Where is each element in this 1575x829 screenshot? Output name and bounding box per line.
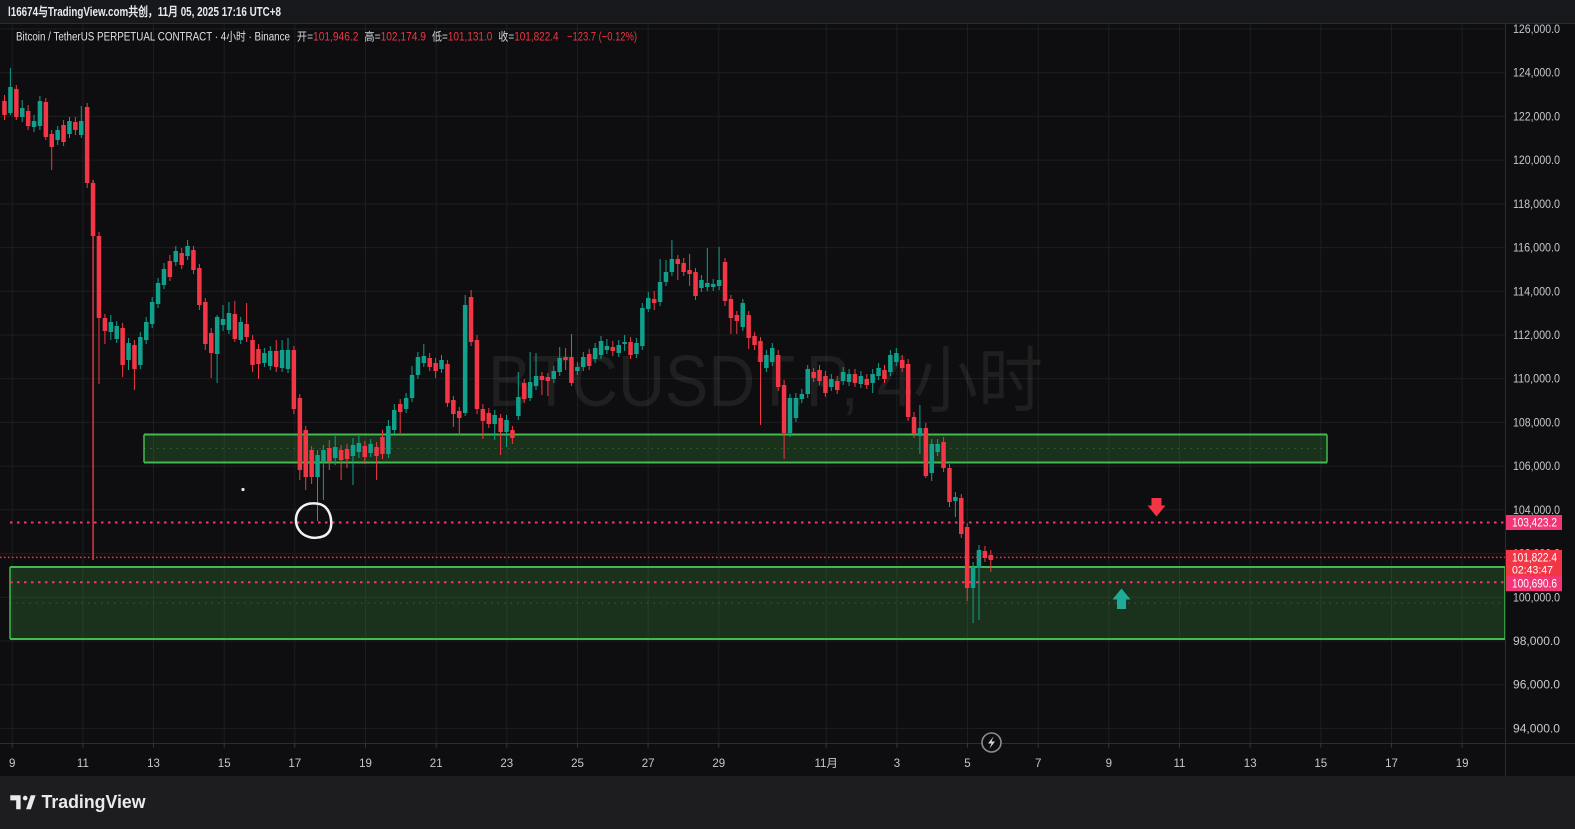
svg-text:101,822.4: 101,822.4 — [1512, 552, 1558, 564]
svg-text:3: 3 — [894, 758, 900, 770]
svg-text:29: 29 — [712, 758, 725, 770]
svg-text:低=101,131.0: 低=101,131.0 — [432, 31, 492, 44]
svg-text:19: 19 — [1456, 758, 1469, 770]
svg-text:103,423.2: 103,423.2 — [1512, 518, 1557, 530]
svg-text:7: 7 — [1035, 758, 1041, 770]
svg-text:高=102,174.9: 高=102,174.9 — [364, 30, 426, 44]
svg-text:13: 13 — [147, 758, 160, 770]
svg-text:98,000.0: 98,000.0 — [1513, 636, 1560, 648]
svg-text:104,000.0: 104,000.0 — [1513, 505, 1560, 517]
svg-text:13: 13 — [1244, 758, 1257, 770]
svg-text:120,000.0: 120,000.0 — [1513, 155, 1560, 167]
svg-text:106,000.0: 106,000.0 — [1513, 461, 1560, 473]
svg-text:Bitcoin / TetherUS PERPETUAL C: Bitcoin / TetherUS PERPETUAL CONTRACT · … — [16, 31, 290, 44]
svg-text:9: 9 — [1106, 758, 1112, 770]
svg-text:21: 21 — [430, 758, 443, 770]
svg-text:5: 5 — [964, 758, 970, 770]
svg-text:124,000.0: 124,000.0 — [1513, 68, 1560, 80]
svg-text:TradingView: TradingView — [42, 792, 147, 812]
svg-text:118,000.0: 118,000.0 — [1513, 199, 1560, 211]
svg-text:100,690.6: 100,690.6 — [1512, 579, 1557, 591]
svg-text:110,000.0: 110,000.0 — [1513, 374, 1560, 386]
svg-text:94,000.0: 94,000.0 — [1513, 723, 1560, 735]
svg-text:17: 17 — [1385, 758, 1398, 770]
svg-text:114,000.0: 114,000.0 — [1513, 286, 1560, 298]
svg-text:l16674与TradingView.com共创，11月 0: l16674与TradingView.com共创，11月 05, 2025 17… — [8, 4, 281, 19]
svg-text:11: 11 — [77, 758, 89, 770]
svg-text:108,000.0: 108,000.0 — [1513, 417, 1560, 429]
svg-text:15: 15 — [218, 758, 231, 770]
svg-text:02:43:47: 02:43:47 — [1512, 564, 1553, 576]
svg-text:116,000.0: 116,000.0 — [1513, 243, 1560, 255]
svg-text:−123.7 (−0.12%): −123.7 (−0.12%) — [567, 32, 637, 44]
svg-text:19: 19 — [359, 758, 372, 770]
svg-text:11月: 11月 — [814, 758, 837, 770]
svg-text:开=101,946.2: 开=101,946.2 — [297, 32, 359, 44]
svg-text:126,000.0: 126,000.0 — [1513, 24, 1560, 36]
svg-text:17: 17 — [288, 758, 301, 770]
svg-text:23: 23 — [500, 758, 513, 770]
svg-text:100,000.0: 100,000.0 — [1513, 592, 1560, 604]
svg-text:15: 15 — [1314, 758, 1327, 770]
svg-text:96,000.0: 96,000.0 — [1513, 680, 1560, 692]
svg-text:112,000.0: 112,000.0 — [1513, 330, 1560, 342]
svg-text:11: 11 — [1174, 758, 1186, 770]
svg-text:25: 25 — [571, 758, 584, 770]
svg-text:收=101,822.4: 收=101,822.4 — [498, 30, 559, 44]
svg-text:122,000.0: 122,000.0 — [1513, 111, 1560, 123]
svg-text:9: 9 — [9, 758, 15, 770]
svg-text:27: 27 — [642, 758, 655, 770]
